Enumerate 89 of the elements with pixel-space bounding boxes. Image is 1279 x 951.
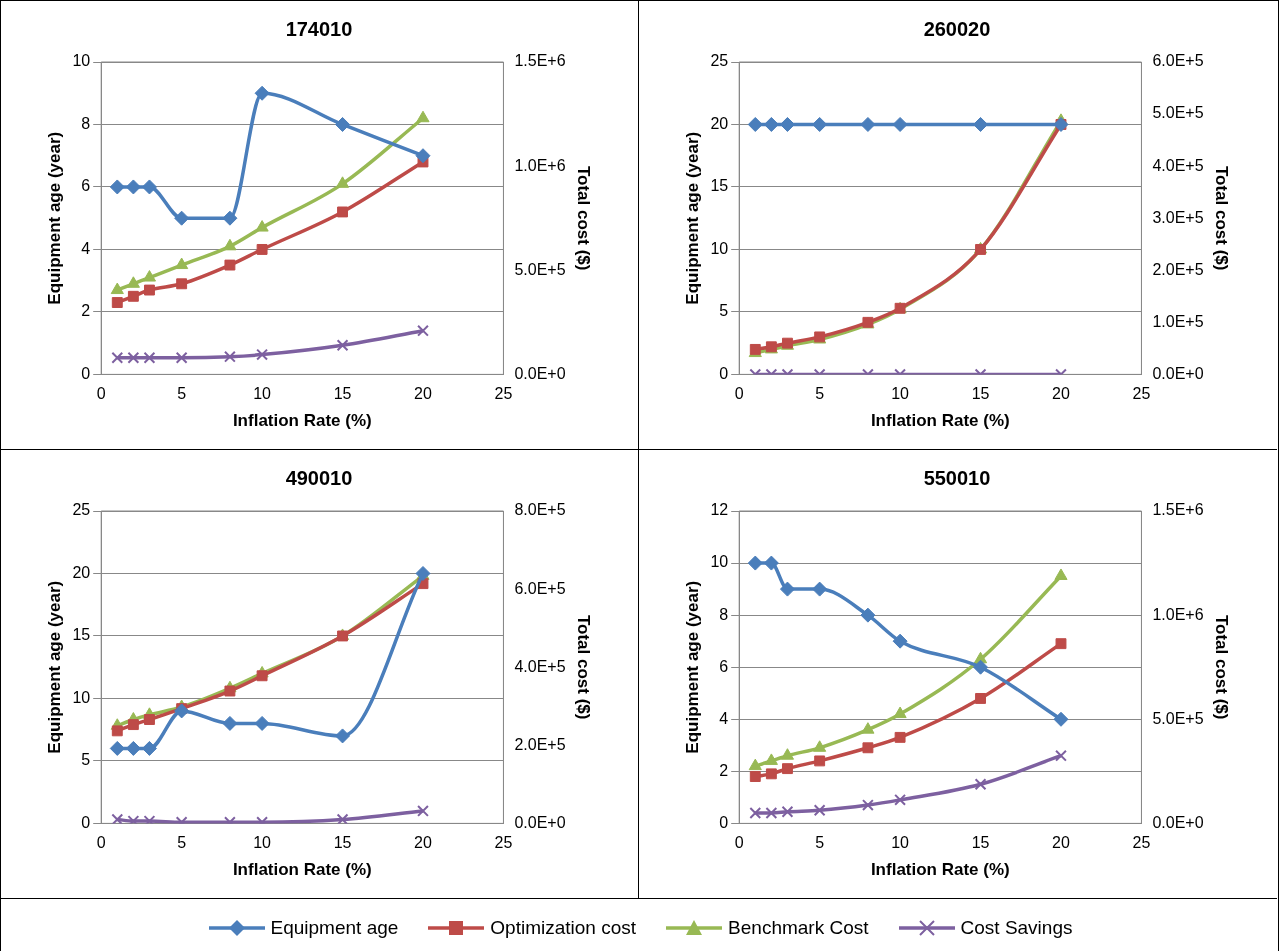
x-tick-label: 5 bbox=[815, 834, 825, 852]
y-tick-label: 2 bbox=[81, 302, 91, 320]
y2-axis-title: Total cost ($) bbox=[574, 614, 594, 720]
x-axis-title: Inflation Rate (%) bbox=[870, 860, 1010, 880]
y2-tick-label: 1.5E+6 bbox=[514, 52, 566, 70]
y-tick-label: 2 bbox=[719, 761, 729, 779]
y2-axis-title: Total cost ($) bbox=[1212, 614, 1232, 720]
x-tick-label: 0 bbox=[734, 834, 744, 852]
y-tick-label: 10 bbox=[710, 239, 729, 257]
legend-label: Equipment age bbox=[270, 917, 399, 939]
y-tick-label: 8 bbox=[81, 114, 91, 132]
x-tick-label: 10 bbox=[891, 834, 910, 852]
y-tick-label: 20 bbox=[72, 563, 91, 581]
x-tick-label: 25 bbox=[1132, 385, 1151, 403]
y-tick-label: 8 bbox=[719, 605, 729, 623]
y-tick-label: 10 bbox=[710, 553, 729, 571]
y2-tick-label: 1.0E+6 bbox=[1152, 605, 1204, 623]
x-tick-label: 20 bbox=[414, 834, 432, 852]
x-tick-label: 20 bbox=[1052, 385, 1070, 403]
y-tick-label: 0 bbox=[81, 364, 91, 382]
legend-label: Optimization cost bbox=[490, 917, 637, 939]
x-tick-label: 25 bbox=[494, 385, 513, 403]
y-tick-label: 10 bbox=[72, 688, 91, 706]
x-axis-title: Inflation Rate (%) bbox=[232, 411, 372, 431]
y2-tick-label: 4.0E+5 bbox=[514, 657, 566, 675]
x-tick-label: 10 bbox=[891, 385, 910, 403]
y2-tick-label: 5.0E+5 bbox=[1152, 104, 1204, 122]
y2-tick-label: 2.0E+5 bbox=[1152, 260, 1204, 278]
y2-tick-label: 0.0E+0 bbox=[514, 364, 566, 382]
y-axis-title: Equipment age (year) bbox=[682, 131, 702, 305]
x-tick-label: 25 bbox=[1132, 834, 1151, 852]
y-axis-title: Equipment age (year) bbox=[44, 580, 64, 754]
y2-tick-label: 0.0E+0 bbox=[514, 813, 566, 831]
legend-label: Benchmark Cost bbox=[728, 917, 869, 939]
x-tick-label: 5 bbox=[177, 385, 187, 403]
y-tick-label: 20 bbox=[710, 114, 729, 132]
y-tick-label: 15 bbox=[710, 177, 729, 195]
x-tick-label: 15 bbox=[971, 834, 990, 852]
x-axis-title: Inflation Rate (%) bbox=[232, 860, 372, 880]
y-tick-label: 4 bbox=[81, 239, 91, 257]
x-tick-label: 5 bbox=[815, 385, 825, 403]
y2-tick-label: 6.0E+5 bbox=[1152, 52, 1204, 70]
y-axis-title: Equipment age (year) bbox=[682, 580, 702, 754]
x-tick-label: 15 bbox=[333, 385, 352, 403]
y-tick-label: 0 bbox=[719, 813, 729, 831]
y-tick-label: 10 bbox=[72, 52, 91, 70]
y-tick-label: 4 bbox=[719, 709, 729, 727]
y-tick-label: 12 bbox=[710, 501, 729, 519]
y2-tick-label: 1.0E+6 bbox=[514, 156, 566, 174]
x-tick-label: 5 bbox=[177, 834, 187, 852]
x-tick-label: 20 bbox=[414, 385, 432, 403]
y2-tick-label: 8.0E+5 bbox=[514, 501, 566, 519]
chart-title: 174010 bbox=[285, 17, 353, 40]
y2-tick-label: 6.0E+5 bbox=[514, 579, 566, 597]
y2-tick-label: 0.0E+0 bbox=[1152, 813, 1204, 831]
y2-tick-label: 1.0E+5 bbox=[1152, 312, 1204, 330]
y2-tick-label: 2.0E+5 bbox=[514, 735, 566, 753]
chart-title: 550010 bbox=[923, 466, 991, 489]
x-axis-title: Inflation Rate (%) bbox=[870, 411, 1010, 431]
y2-tick-label: 4.0E+5 bbox=[1152, 156, 1204, 174]
chart-title: 260020 bbox=[923, 17, 991, 40]
y2-tick-label: 5.0E+5 bbox=[1152, 709, 1204, 727]
x-tick-label: 20 bbox=[1052, 834, 1070, 852]
x-tick-label: 0 bbox=[96, 385, 106, 403]
y2-axis-title: Total cost ($) bbox=[1212, 165, 1232, 271]
y-tick-label: 25 bbox=[710, 52, 729, 70]
x-tick-label: 15 bbox=[971, 385, 990, 403]
y-tick-label: 5 bbox=[719, 302, 729, 320]
y2-axis-title: Total cost ($) bbox=[574, 165, 594, 271]
y-tick-label: 25 bbox=[72, 501, 91, 519]
legend-label: Cost Savings bbox=[960, 917, 1073, 939]
y2-tick-label: 0.0E+0 bbox=[1152, 364, 1204, 382]
y-tick-label: 15 bbox=[72, 626, 91, 644]
y-tick-label: 6 bbox=[81, 177, 91, 195]
x-tick-label: 10 bbox=[253, 834, 272, 852]
y-axis-title: Equipment age (year) bbox=[44, 131, 64, 305]
y-tick-label: 5 bbox=[81, 751, 91, 769]
y2-tick-label: 5.0E+5 bbox=[514, 260, 566, 278]
y-tick-label: 0 bbox=[719, 364, 729, 382]
y2-tick-label: 1.5E+6 bbox=[1152, 501, 1204, 519]
y-tick-label: 6 bbox=[719, 657, 729, 675]
x-tick-label: 15 bbox=[333, 834, 352, 852]
x-tick-label: 0 bbox=[96, 834, 106, 852]
y-tick-label: 0 bbox=[81, 813, 91, 831]
x-tick-label: 0 bbox=[734, 385, 744, 403]
y2-tick-label: 3.0E+5 bbox=[1152, 208, 1204, 226]
chart-title: 490010 bbox=[285, 466, 353, 489]
x-tick-label: 25 bbox=[494, 834, 513, 852]
x-tick-label: 10 bbox=[253, 385, 272, 403]
